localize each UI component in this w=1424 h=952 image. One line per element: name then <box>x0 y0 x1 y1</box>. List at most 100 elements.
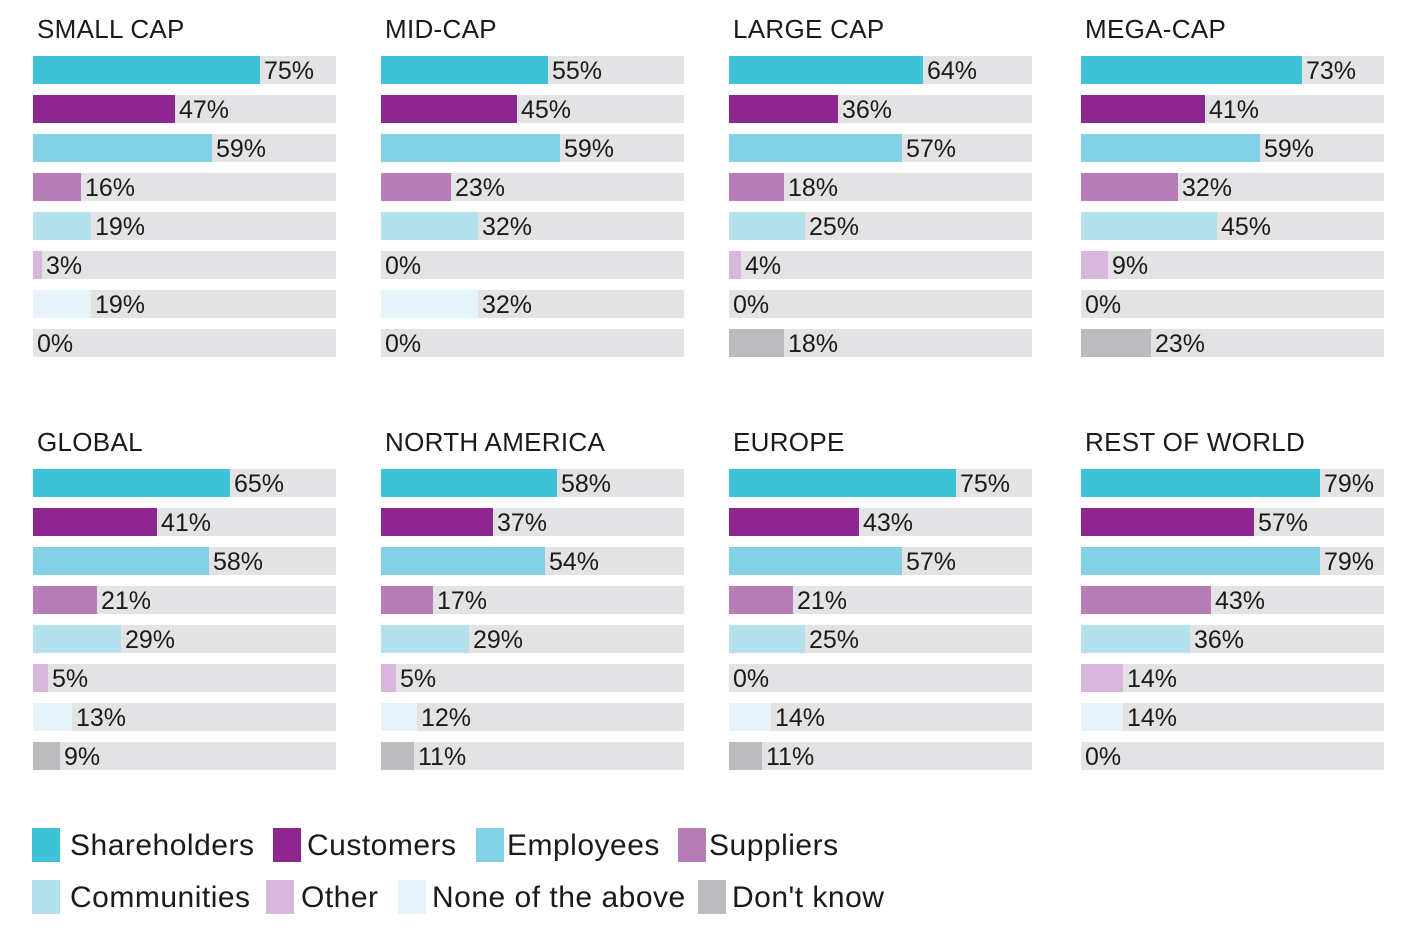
bar-other <box>33 664 48 692</box>
bar-track-shareholders: 58% <box>381 469 684 498</box>
bar-shareholders <box>1081 469 1320 497</box>
bar-track-none-of-the-above: 14% <box>729 703 1032 732</box>
data-label: 23% <box>455 174 506 202</box>
bar-track-don-t-know: 0% <box>33 329 336 358</box>
bar-other <box>1081 664 1123 692</box>
data-label: 75% <box>960 470 1011 498</box>
data-label: 0% <box>385 330 422 358</box>
bar-track-employees: 59% <box>33 134 336 163</box>
bar-suppliers <box>33 586 97 614</box>
bar-track-none-of-the-above: 0% <box>729 290 1032 319</box>
data-label: 58% <box>561 470 612 498</box>
bar-none-of-the-above <box>381 290 478 318</box>
data-label: 64% <box>927 57 978 85</box>
bar-track-communities: 29% <box>33 625 336 654</box>
bar-shareholders <box>33 56 260 84</box>
data-label: 41% <box>161 509 212 537</box>
data-label: 79% <box>1324 470 1375 498</box>
bar-track-communities: 32% <box>381 212 684 241</box>
bar-track-suppliers: 43% <box>1081 586 1384 615</box>
bar-employees <box>729 547 902 575</box>
bar-track-employees: 58% <box>33 547 336 576</box>
bar-don-t-know <box>729 329 784 357</box>
bar-track-don-t-know: 11% <box>381 742 684 771</box>
bar-customers <box>33 508 157 536</box>
bar-track-suppliers: 23% <box>381 173 684 202</box>
bar-suppliers <box>33 173 81 201</box>
bar-other <box>381 664 396 692</box>
data-label: 21% <box>101 587 152 615</box>
legend-swatch-dont-know <box>698 880 726 914</box>
bar-track-suppliers: 18% <box>729 173 1032 202</box>
bar-track-suppliers: 21% <box>729 586 1032 615</box>
chart-title: NORTH AMERICA <box>385 427 606 457</box>
bar-customers <box>381 95 517 123</box>
data-label: 59% <box>564 135 615 163</box>
bar-customers <box>729 95 838 123</box>
data-label: 18% <box>788 330 839 358</box>
data-label: 57% <box>1258 509 1309 537</box>
data-label: 79% <box>1324 548 1375 576</box>
bar-customers <box>381 508 493 536</box>
bar-communities <box>1081 625 1190 653</box>
chart-panel-global: GLOBAL 65% 41% 58% 21% 29% 5% 13% 9% <box>33 427 336 781</box>
bar-track-shareholders: 65% <box>33 469 336 498</box>
data-label: 58% <box>213 548 264 576</box>
bar-employees <box>381 134 560 162</box>
bar-track-shareholders: 79% <box>1081 469 1384 498</box>
bar-track-customers: 45% <box>381 95 684 124</box>
legend-swatch-employees <box>476 828 504 862</box>
bar-employees <box>1081 547 1320 575</box>
bar-track-shareholders: 75% <box>33 56 336 85</box>
bar-track-communities: 45% <box>1081 212 1384 241</box>
bar-track-other: 0% <box>381 251 684 280</box>
bar-shareholders <box>381 469 557 497</box>
data-label: 9% <box>1112 252 1149 280</box>
bar-track-suppliers: 21% <box>33 586 336 615</box>
bar-none-of-the-above <box>381 703 417 731</box>
data-label: 0% <box>385 252 422 280</box>
data-label: 65% <box>234 470 285 498</box>
bar-customers <box>33 95 175 123</box>
legend-swatch-communities <box>32 880 60 914</box>
bar-other <box>33 251 42 279</box>
bar-track-other: 14% <box>1081 664 1384 693</box>
bar-communities <box>1081 212 1217 240</box>
bar-employees <box>1081 134 1260 162</box>
legend-label-communities: Communities <box>70 881 251 914</box>
chart-panel-rest-of-world: REST OF WORLD 79% 57% 79% 43% 36% 14% 14% 0% <box>1081 427 1384 781</box>
bar-track-employees: 57% <box>729 547 1032 576</box>
data-label: 29% <box>473 626 524 654</box>
data-label: 54% <box>549 548 600 576</box>
bar-don-t-know <box>1081 329 1151 357</box>
bar-other <box>729 251 741 279</box>
data-label: 19% <box>95 291 146 319</box>
bar-track-shareholders: 55% <box>381 56 684 85</box>
chart-title: MEGA-CAP <box>1085 14 1227 44</box>
data-label: 73% <box>1306 57 1357 85</box>
bar-track-communities: 19% <box>33 212 336 241</box>
bar-employees <box>33 134 212 162</box>
data-label: 21% <box>797 587 848 615</box>
bar-track-employees: 79% <box>1081 547 1384 576</box>
bar-track-don-t-know: 0% <box>1081 742 1384 771</box>
chart-panel-europe: EUROPE 75% 43% 57% 21% 25% 0% 14% 11% <box>729 427 1032 781</box>
bar-track-none-of-the-above: 32% <box>381 290 684 319</box>
data-label: 19% <box>95 213 146 241</box>
bar-shareholders <box>381 56 548 84</box>
bar-customers <box>1081 508 1254 536</box>
data-label: 37% <box>497 509 548 537</box>
data-label: 32% <box>1182 174 1233 202</box>
bar-track-suppliers: 32% <box>1081 173 1384 202</box>
bar-suppliers <box>729 586 793 614</box>
bar-shareholders <box>33 469 230 497</box>
chart-title: EUROPE <box>733 427 845 457</box>
data-label: 36% <box>1194 626 1245 654</box>
legend-swatch-shareholders <box>32 828 60 862</box>
data-label: 11% <box>418 743 467 771</box>
bar-track-none-of-the-above: 14% <box>1081 703 1384 732</box>
bar-other <box>1081 251 1108 279</box>
data-label: 0% <box>1085 291 1122 319</box>
data-label: 0% <box>1085 743 1122 771</box>
data-label: 17% <box>437 587 488 615</box>
